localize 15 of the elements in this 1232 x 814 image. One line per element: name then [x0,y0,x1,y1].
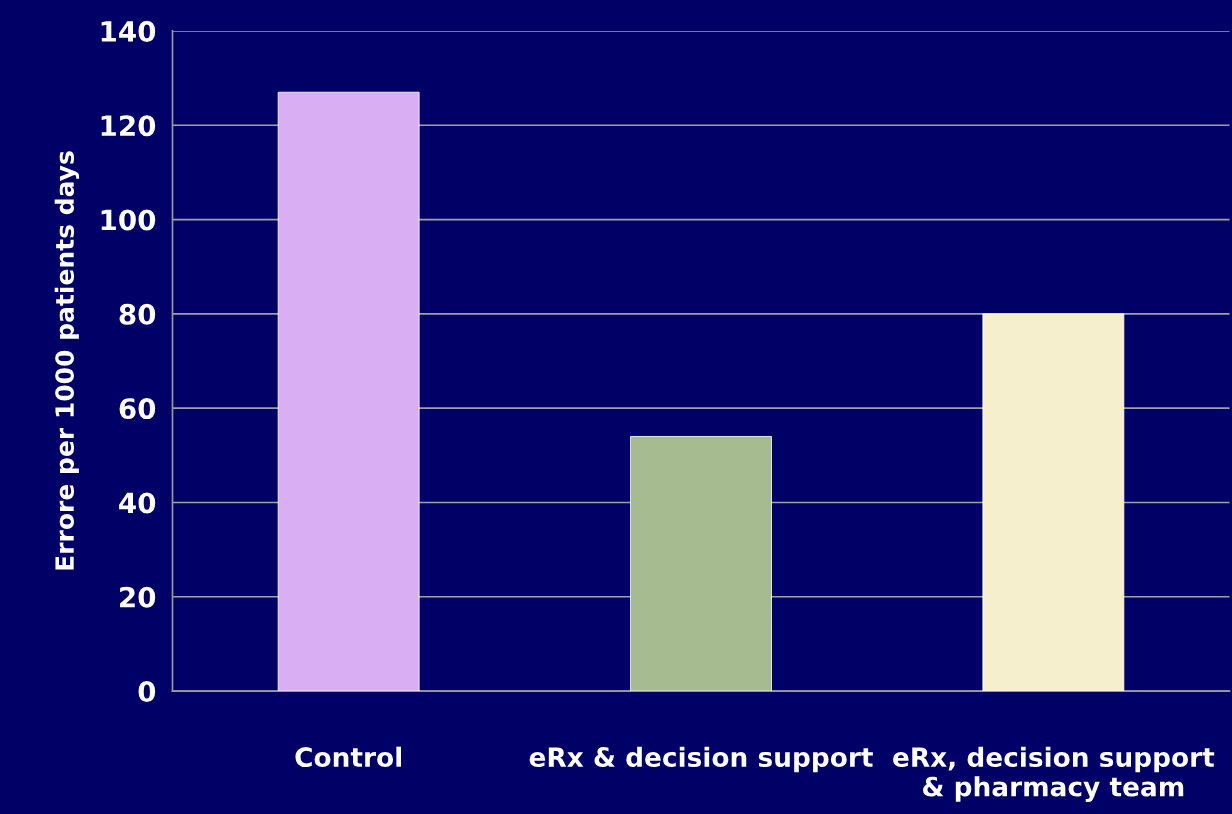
x-tick-label: eRx & decision support [529,746,873,773]
y-tick-label: 80 [119,303,156,325]
bar [982,313,1125,692]
bar [630,436,772,692]
x-tick-label: eRx, decision support & pharmacy team [893,746,1215,802]
x-tick-label: Control [295,746,401,768]
y-tick-label: 20 [120,586,156,608]
y-tick-label: 0 [138,681,156,703]
y-tick-label: 120 [101,115,156,137]
y-axis-title: Errore per 1000 patients days [54,151,80,570]
y-tick-label: 140 [101,20,156,42]
bar [277,91,420,692]
y-tick-label: 100 [101,209,156,231]
y-tick-label: 40 [119,492,156,514]
y-tick-label: 60 [119,398,156,420]
